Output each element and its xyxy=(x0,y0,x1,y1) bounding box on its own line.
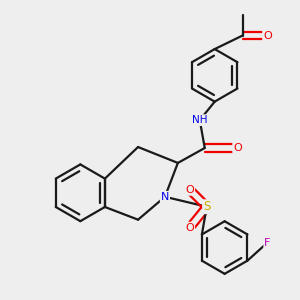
Text: N: N xyxy=(161,192,169,202)
Text: O: O xyxy=(185,185,194,195)
Text: NH: NH xyxy=(192,115,208,125)
Text: O: O xyxy=(185,223,194,232)
Text: O: O xyxy=(233,143,242,153)
Text: F: F xyxy=(264,238,271,248)
Text: O: O xyxy=(263,31,272,40)
Text: S: S xyxy=(203,200,210,213)
